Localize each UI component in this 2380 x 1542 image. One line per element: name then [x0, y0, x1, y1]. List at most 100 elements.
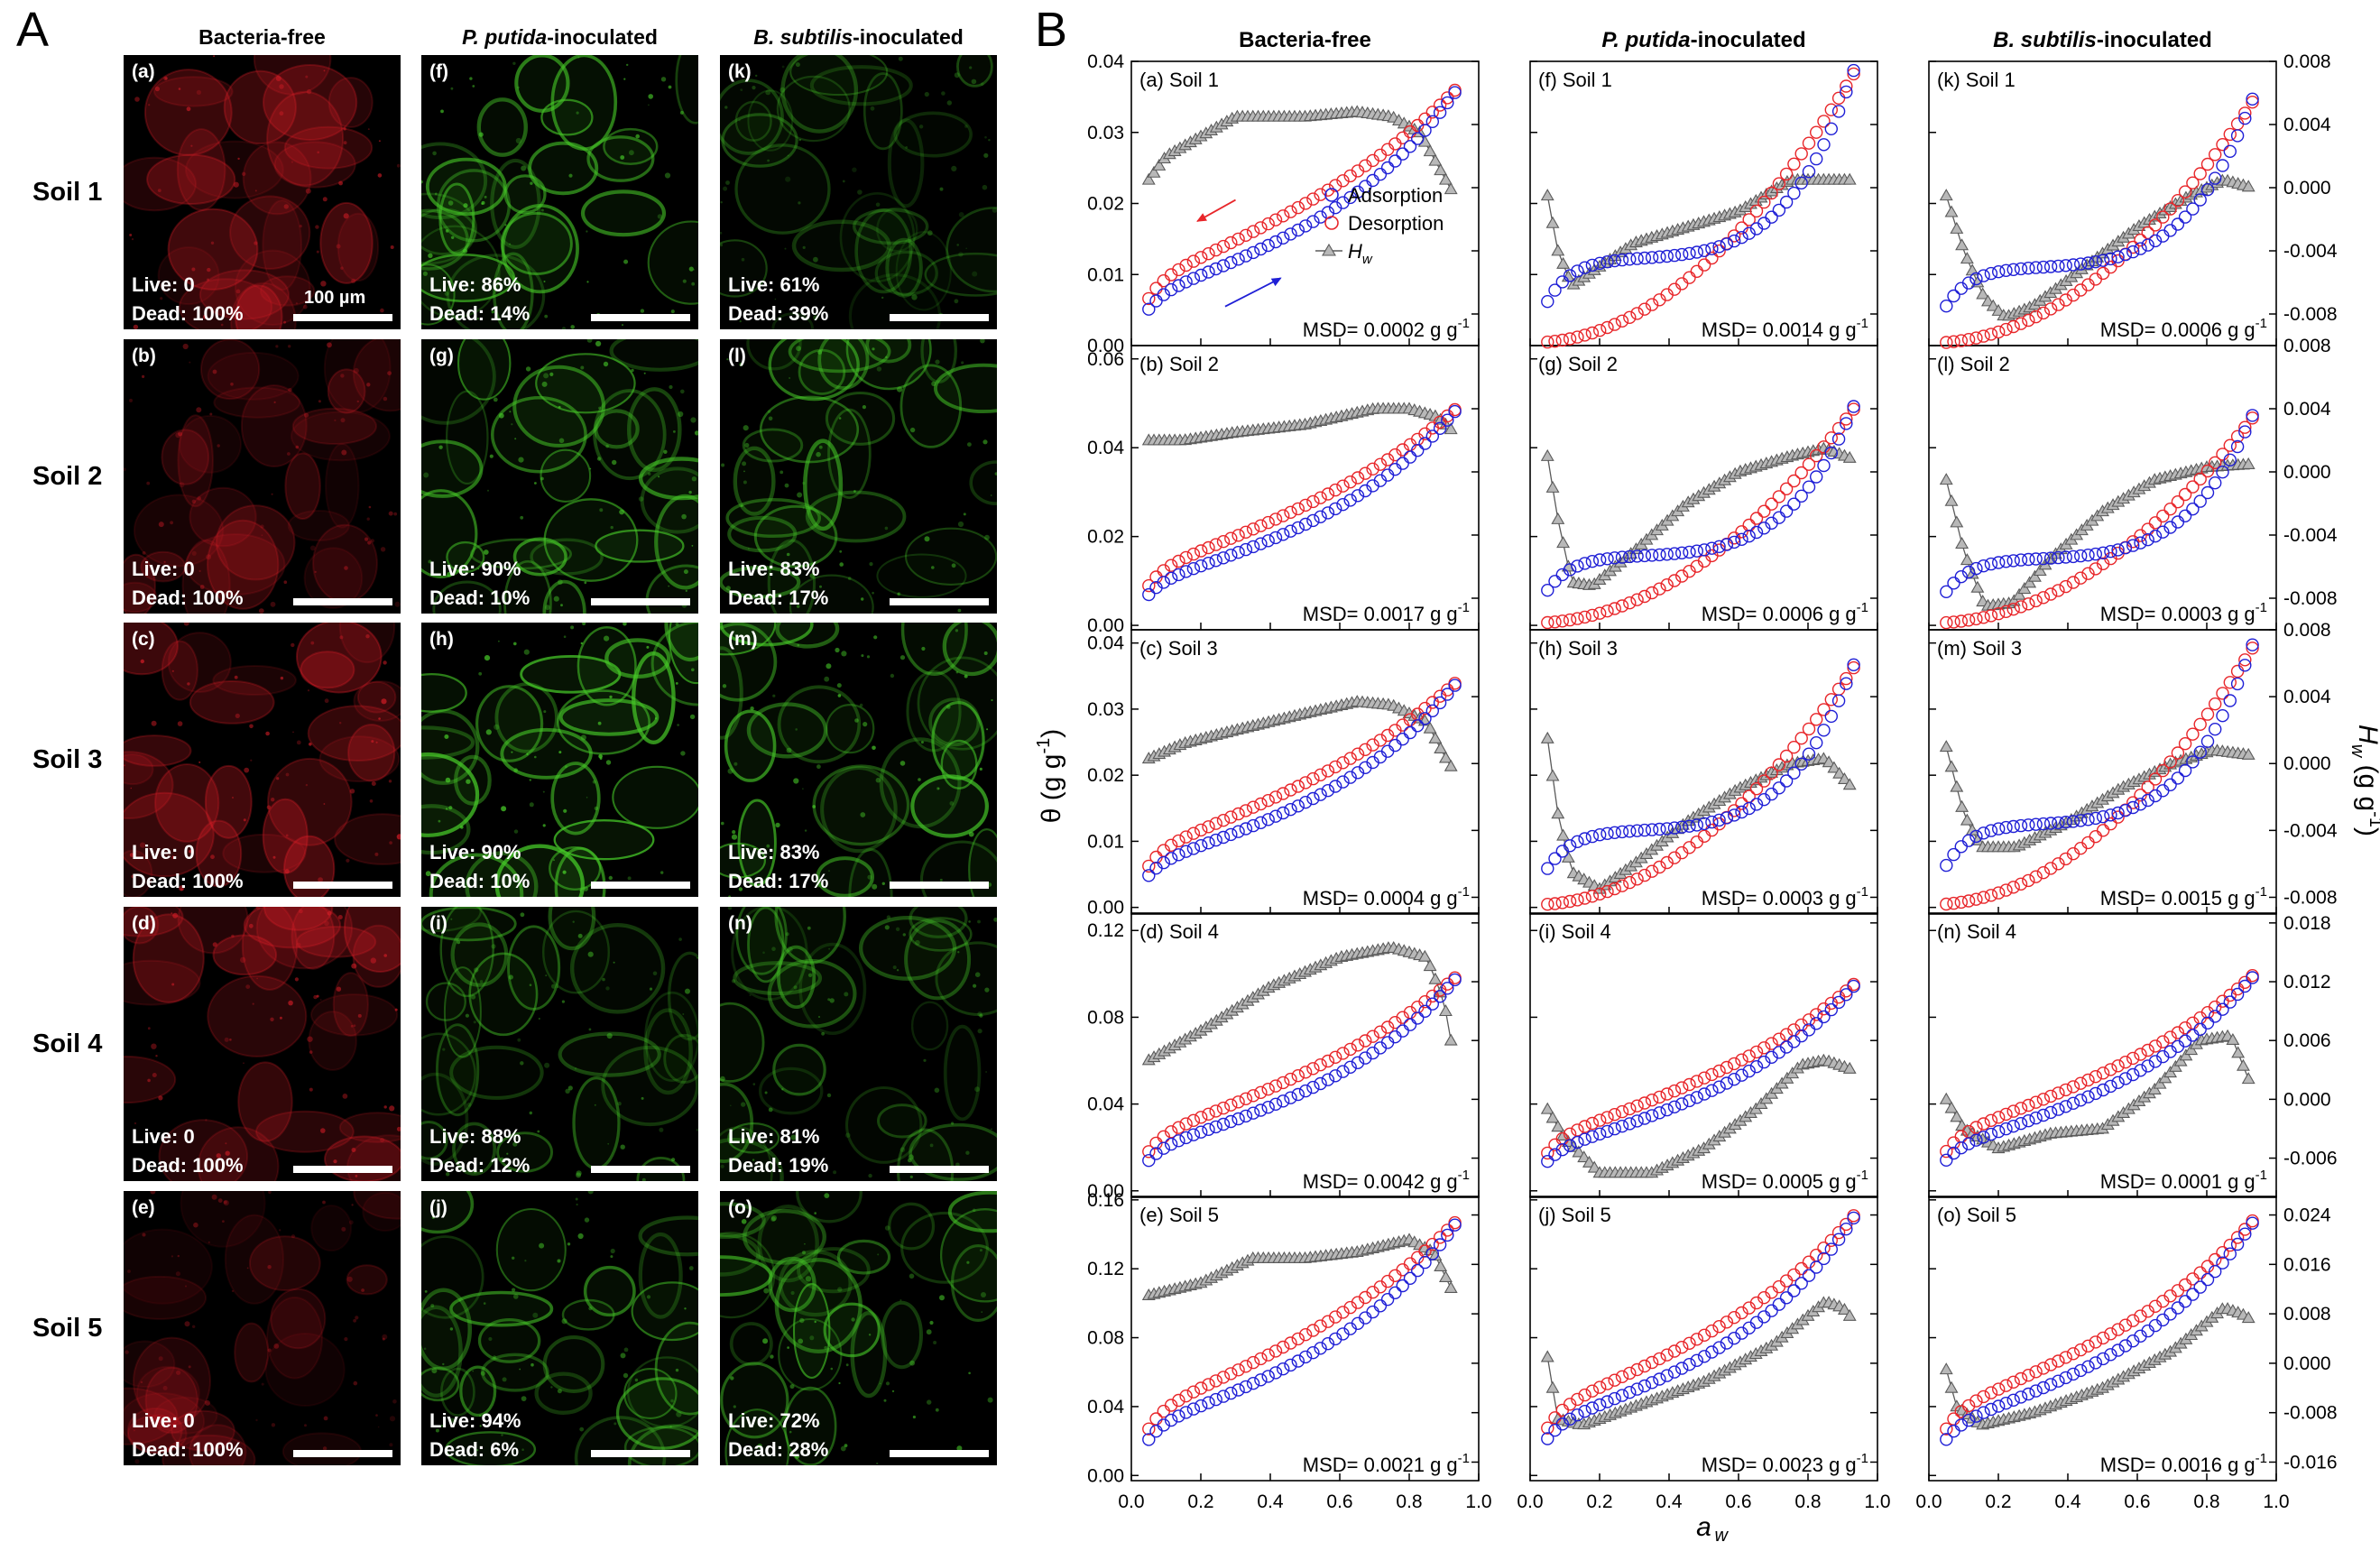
- speckle: [288, 1000, 293, 1006]
- adsorption-point: [1984, 1402, 1998, 1417]
- cell-outline: [132, 913, 205, 1003]
- speckle: [237, 157, 240, 161]
- desorption-point: [1246, 1089, 1260, 1103]
- adsorption-point: [2096, 810, 2110, 824]
- speckle: [163, 76, 168, 80]
- speckle: [320, 1128, 326, 1133]
- adsorption-point: [1291, 1087, 1305, 1102]
- msd-unit-sup: -1: [2255, 884, 2267, 900]
- cell-outline: [323, 339, 392, 413]
- speckle: [638, 496, 644, 502]
- msd-label: MSD= 0.0005 g g-1: [1702, 1168, 1868, 1193]
- speckle: [393, 512, 398, 516]
- adsorption-point: [1246, 1376, 1260, 1390]
- adsorption-point: [1291, 521, 1305, 535]
- adsorption-point: [1697, 244, 1711, 257]
- speckle: [428, 253, 433, 258]
- desorption-point: [1637, 1096, 1652, 1110]
- speckle: [212, 942, 217, 947]
- adsorption-point: [1809, 470, 1823, 484]
- adsorption-point: [1697, 1087, 1711, 1101]
- hw-point: [1955, 537, 1969, 549]
- speckle: [288, 345, 291, 348]
- speckle: [124, 764, 125, 767]
- speckle: [314, 570, 317, 573]
- x-tick-label: 1.0: [1465, 1491, 1491, 1512]
- speckle: [489, 454, 494, 458]
- msd-prefix: MSD=: [1303, 1170, 1364, 1193]
- desorption-point: [1224, 235, 1238, 250]
- speckle: [563, 635, 567, 638]
- adsorption-point: [1306, 513, 1320, 528]
- speckle: [323, 803, 326, 805]
- speckle: [529, 779, 531, 781]
- y-tick-label: 0.04: [1087, 1094, 1124, 1115]
- cell-outline: [264, 1333, 346, 1407]
- desorption-point: [1388, 137, 1402, 151]
- msd-unit-sup: -1: [1857, 884, 1868, 900]
- speckle: [680, 389, 685, 394]
- speckle: [216, 1153, 221, 1159]
- speckle: [509, 411, 512, 413]
- desorption-point: [1194, 1381, 1208, 1395]
- adsorption-point: [1254, 242, 1268, 256]
- adsorption-point: [1787, 186, 1801, 200]
- adsorption-point: [2043, 1378, 2058, 1391]
- speckle: [558, 405, 561, 409]
- speckle: [648, 94, 653, 99]
- desorption-point: [1306, 1062, 1320, 1076]
- adsorption-point: [2230, 677, 2245, 691]
- adsorption-point: [1216, 551, 1231, 565]
- speckle: [205, 1119, 208, 1122]
- cell-outline: [176, 128, 226, 211]
- adsorption-point: [2052, 1374, 2065, 1388]
- speckle: [157, 189, 161, 193]
- hw-point: [1939, 473, 1953, 485]
- cell-outline: [248, 1235, 321, 1291]
- adsorption-point: [1202, 557, 1215, 570]
- desorption-point: [1194, 823, 1208, 837]
- cell-outline: [135, 1365, 200, 1421]
- y-axis-title-right-end: ): [2353, 827, 2380, 836]
- speckle: [235, 289, 241, 294]
- desorption-point: [1321, 1054, 1335, 1068]
- adsorption-point: [1660, 1369, 1674, 1382]
- adsorption-point: [1977, 559, 1990, 573]
- desorption-point: [1623, 1102, 1637, 1116]
- hw-point: [1417, 134, 1432, 147]
- speckle: [445, 777, 451, 783]
- speckle: [396, 163, 401, 168]
- adsorption-point: [1396, 147, 1409, 161]
- cell-outline: [207, 519, 280, 610]
- speckle: [183, 623, 189, 626]
- adsorption-point: [1578, 557, 1591, 570]
- cell-outline: [421, 225, 501, 319]
- column-header-text: -inoculated: [547, 25, 658, 49]
- msd-value: 0.0021: [1364, 1454, 1425, 1476]
- y2-tick-label: -0.016: [2283, 1452, 2338, 1473]
- panel-label: (d) Soil 4: [1139, 920, 1219, 943]
- hw-series-line: [1945, 180, 2249, 317]
- micrograph-texture: [124, 623, 401, 897]
- msd-unit-sup: -1: [1857, 1451, 1868, 1466]
- msd-label: MSD= 0.0023 g g-1: [1702, 1451, 1868, 1476]
- cell-outline: [124, 734, 192, 767]
- cell-outline: [140, 550, 187, 583]
- speckle: [350, 1024, 354, 1028]
- live-percent: Live: 0: [132, 1125, 195, 1148]
- msd-unit-sup: -1: [2255, 1451, 2267, 1466]
- speckle: [288, 388, 292, 392]
- desorption-point: [2081, 836, 2095, 850]
- adsorption-point: [2230, 1237, 2245, 1251]
- cell-outline: [307, 705, 401, 762]
- adsorption-point: [1615, 1119, 1629, 1133]
- desorption-point: [2200, 707, 2215, 721]
- adsorption-point: [1202, 1122, 1215, 1137]
- cell-outline: [654, 494, 698, 590]
- speckle: [295, 445, 300, 449]
- desorption-point: [1585, 608, 1600, 623]
- adsorption-point: [1578, 1404, 1591, 1418]
- desorption-point: [1149, 1412, 1163, 1426]
- adsorption-point: [1186, 842, 1201, 855]
- speckle: [310, 641, 315, 645]
